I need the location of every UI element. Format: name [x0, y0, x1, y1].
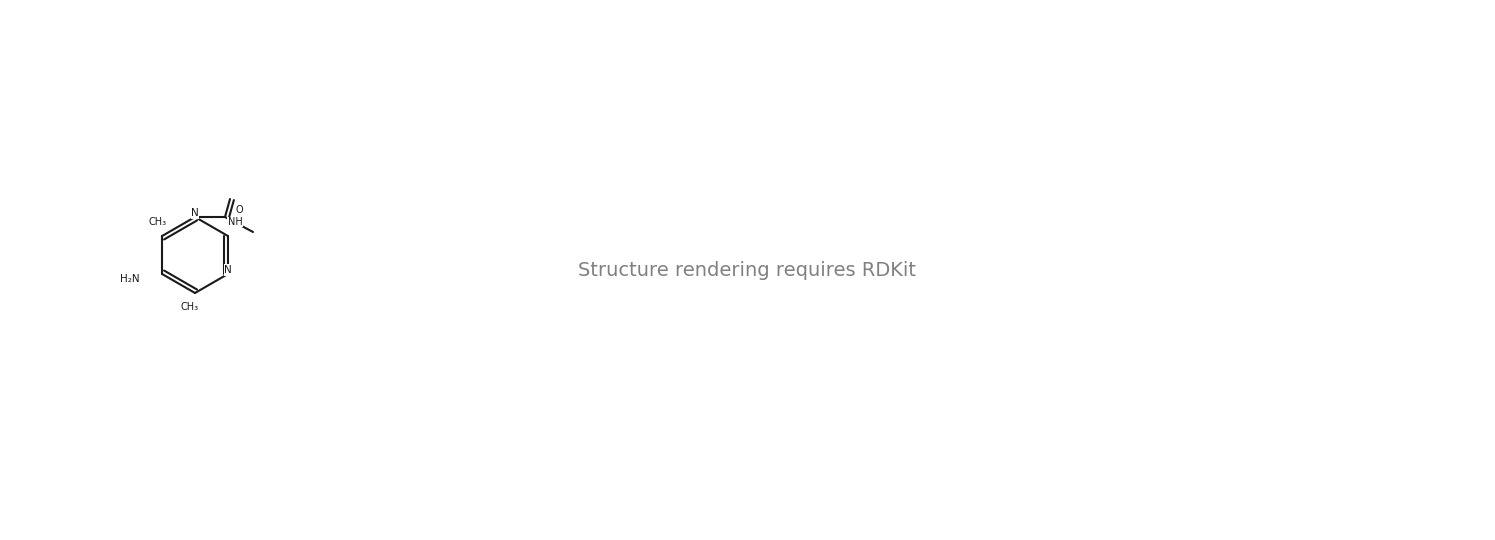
Text: O: O	[235, 205, 242, 215]
Text: NH: NH	[227, 217, 242, 227]
Text: CH₃: CH₃	[148, 217, 166, 227]
Text: N: N	[191, 208, 199, 218]
Text: N: N	[224, 265, 232, 275]
Text: H₂N: H₂N	[121, 274, 141, 284]
Text: CH₃: CH₃	[181, 302, 199, 312]
Text: Structure rendering requires RDKit: Structure rendering requires RDKit	[579, 260, 916, 280]
